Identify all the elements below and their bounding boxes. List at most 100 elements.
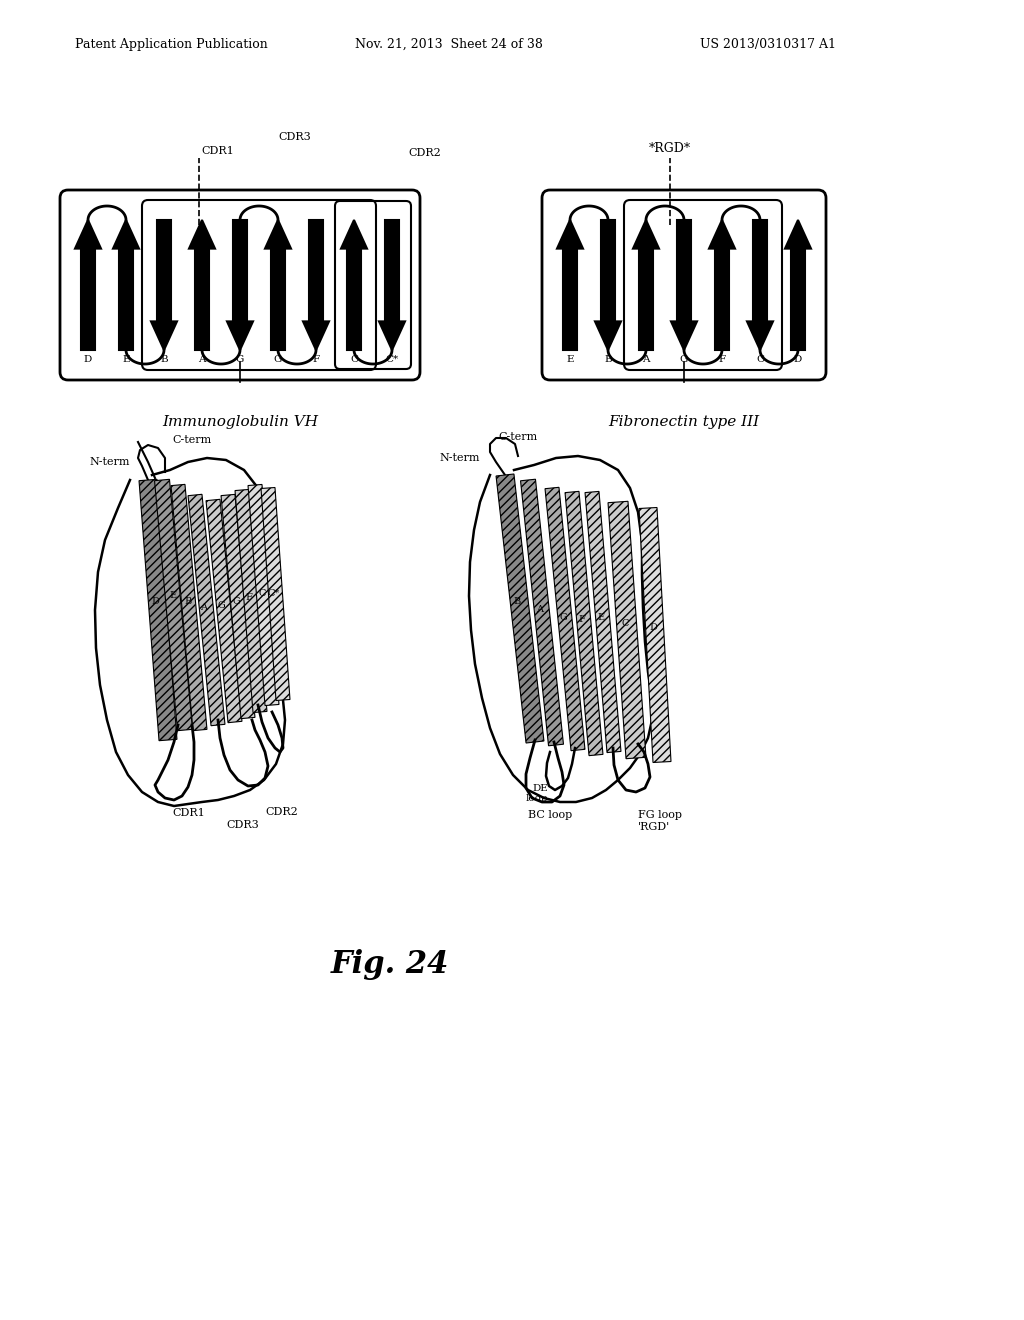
Polygon shape: [557, 220, 583, 248]
Text: G: G: [232, 598, 240, 606]
Text: C: C: [622, 619, 629, 628]
Polygon shape: [565, 491, 603, 755]
Polygon shape: [303, 321, 329, 350]
Polygon shape: [753, 220, 767, 321]
Text: A: A: [199, 355, 206, 364]
Text: C: C: [756, 355, 764, 364]
Polygon shape: [791, 248, 805, 350]
Polygon shape: [155, 479, 193, 731]
Text: Fig. 24: Fig. 24: [331, 949, 450, 981]
Text: D: D: [84, 355, 92, 364]
Text: G: G: [559, 612, 567, 622]
Polygon shape: [206, 499, 242, 722]
Polygon shape: [608, 502, 646, 759]
Polygon shape: [671, 321, 697, 350]
Polygon shape: [195, 248, 209, 350]
Text: D: D: [152, 598, 159, 606]
Text: N-term: N-term: [89, 457, 130, 467]
Text: F: F: [579, 615, 586, 624]
Polygon shape: [639, 507, 671, 763]
Text: Immunoglobulin VH: Immunoglobulin VH: [162, 414, 318, 429]
Polygon shape: [75, 220, 101, 248]
Polygon shape: [677, 220, 691, 321]
Text: F: F: [312, 355, 319, 364]
Polygon shape: [595, 321, 621, 350]
Text: CDR3: CDR3: [278, 132, 310, 143]
Polygon shape: [633, 220, 659, 248]
Text: N-term: N-term: [439, 453, 480, 463]
Text: E: E: [122, 355, 130, 364]
Polygon shape: [151, 321, 177, 350]
Text: CDR1: CDR1: [172, 808, 205, 818]
Polygon shape: [171, 484, 207, 731]
Text: *RGD*: *RGD*: [649, 143, 691, 154]
Polygon shape: [189, 220, 215, 248]
Text: D: D: [649, 623, 657, 632]
Polygon shape: [545, 487, 585, 751]
Polygon shape: [785, 220, 811, 248]
Polygon shape: [601, 220, 615, 321]
Text: C*: C*: [385, 355, 398, 364]
Text: B: B: [604, 355, 611, 364]
Text: E: E: [566, 355, 573, 364]
Polygon shape: [236, 490, 267, 713]
Polygon shape: [563, 248, 578, 350]
Text: BC loop: BC loop: [528, 810, 572, 820]
Text: B: B: [184, 598, 191, 606]
Text: FG loop
'RGD': FG loop 'RGD': [638, 810, 682, 832]
Text: C-term: C-term: [498, 432, 538, 442]
Polygon shape: [379, 321, 406, 350]
Text: G: G: [217, 602, 225, 610]
Polygon shape: [709, 220, 735, 248]
Text: C*: C*: [268, 590, 281, 598]
Text: F: F: [246, 594, 253, 602]
Text: Nov. 21, 2013  Sheet 24 of 38: Nov. 21, 2013 Sheet 24 of 38: [355, 38, 543, 51]
Polygon shape: [113, 220, 139, 248]
Polygon shape: [520, 479, 563, 746]
Text: F: F: [719, 355, 726, 364]
Polygon shape: [139, 479, 177, 741]
Polygon shape: [341, 220, 367, 248]
Text: G: G: [273, 355, 283, 364]
Text: G: G: [236, 355, 244, 364]
Polygon shape: [715, 248, 729, 350]
Text: CDR2: CDR2: [265, 807, 298, 817]
Text: D: D: [794, 355, 802, 364]
Polygon shape: [157, 220, 171, 321]
Text: E: E: [597, 612, 604, 622]
Polygon shape: [639, 248, 653, 350]
Text: DE
loop: DE loop: [525, 784, 548, 804]
Text: CDR1: CDR1: [201, 147, 233, 156]
Polygon shape: [232, 220, 247, 321]
Polygon shape: [261, 487, 290, 701]
Polygon shape: [496, 474, 544, 743]
Polygon shape: [188, 494, 225, 726]
Text: A: A: [201, 603, 208, 612]
Text: G: G: [680, 355, 688, 364]
Polygon shape: [265, 220, 291, 248]
Polygon shape: [81, 248, 95, 350]
Polygon shape: [385, 220, 399, 321]
Polygon shape: [227, 321, 253, 350]
Text: C-term: C-term: [172, 436, 211, 445]
Text: CDR3: CDR3: [226, 820, 259, 830]
Text: E: E: [169, 591, 176, 601]
Polygon shape: [221, 495, 255, 718]
Text: A: A: [537, 606, 544, 615]
Polygon shape: [119, 248, 133, 350]
Polygon shape: [746, 321, 773, 350]
Text: C: C: [258, 590, 265, 598]
Polygon shape: [585, 491, 621, 752]
Text: Patent Application Publication: Patent Application Publication: [75, 38, 267, 51]
Text: Fibronectin type III: Fibronectin type III: [608, 414, 760, 429]
Text: B: B: [160, 355, 168, 364]
Polygon shape: [309, 220, 324, 321]
Polygon shape: [347, 248, 361, 350]
Polygon shape: [271, 248, 285, 350]
Text: A: A: [642, 355, 650, 364]
Polygon shape: [248, 484, 279, 705]
Text: CDR2: CDR2: [408, 148, 440, 158]
Text: US 2013/0310317 A1: US 2013/0310317 A1: [700, 38, 836, 51]
Text: B: B: [513, 598, 520, 606]
Text: C: C: [350, 355, 358, 364]
